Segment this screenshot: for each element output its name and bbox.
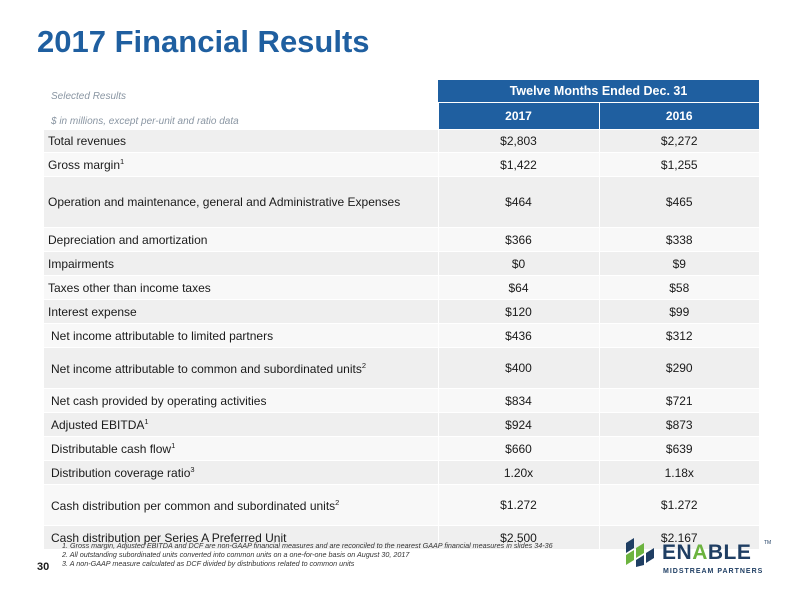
- value-2017: $400: [437, 347, 599, 389]
- table-row: Depreciation and amortization $366 $338: [44, 227, 759, 252]
- row-label: Total revenues: [44, 129, 438, 153]
- row-label: Interest expense: [44, 299, 438, 324]
- enable-wordmark: ENABLE: [662, 541, 752, 564]
- enable-logo-mark-icon: [626, 538, 654, 567]
- value-2016: $338: [598, 227, 759, 252]
- table-year-header-row: $ in millions, except per-unit and ratio…: [44, 102, 759, 130]
- row-label: Net cash provided by operating activitie…: [44, 388, 438, 413]
- value-2017: $64: [437, 275, 599, 300]
- value-2016: $312: [598, 323, 759, 348]
- value-2017: $924: [437, 412, 599, 437]
- page-title: 2017 Financial Results: [37, 24, 370, 59]
- row-label: Adjusted EBITDA1: [44, 412, 438, 437]
- footnote-ref: 2: [361, 360, 367, 370]
- footnote-ref: 1: [120, 157, 125, 166]
- page-number: 30: [37, 561, 50, 573]
- footnote-ref: 1: [171, 441, 176, 450]
- value-2016: $290: [598, 347, 759, 389]
- value-2016: $465: [598, 176, 759, 228]
- row-label: Gross margin1: [44, 152, 438, 177]
- value-2017: $120: [437, 299, 599, 324]
- row-label: Distribution coverage ratio3: [44, 460, 438, 485]
- row-label: Operation and maintenance, general and A…: [44, 176, 438, 228]
- table-row: Adjusted EBITDA1 $924 $873: [44, 412, 759, 437]
- row-label: Impairments: [44, 251, 438, 276]
- table-row: Distribution coverage ratio3 1.20x 1.18x: [44, 460, 759, 485]
- table-body: Total revenues $2,803 $2,272 Gross margin1 $…: [44, 129, 759, 549]
- value-2016: $873: [598, 412, 759, 437]
- value-2016: 1.18x: [598, 460, 759, 485]
- table-row: Net income attributable to common and su…: [44, 347, 759, 389]
- value-2017: $2.500: [437, 525, 599, 549]
- value-2017: $660: [437, 436, 599, 461]
- footnote-ref: 2: [335, 497, 340, 507]
- row-label: Taxes other than income taxes: [44, 275, 438, 300]
- value-2017: $1,422: [437, 152, 599, 177]
- row-label: Net income attributable to common and su…: [44, 347, 438, 389]
- value-2017: 1.20x: [437, 460, 599, 485]
- table-row: Interest expense $120 $99: [44, 299, 759, 324]
- row-label: Cash distribution per Series A Preferred…: [44, 525, 438, 549]
- footnote-ref: 1: [144, 417, 149, 426]
- units-note: $ in millions, except per-unit and ratio…: [44, 102, 438, 130]
- footnote-ref: 3: [190, 465, 195, 474]
- financial-results-table: Selected Results Twelve Months Ended Dec…: [44, 79, 759, 549]
- value-2017: $1.272: [437, 484, 599, 526]
- value-2016: $58: [598, 275, 759, 300]
- footnote-2: 2. All outstanding subordinated units co…: [62, 550, 410, 559]
- table-row: Total revenues $2,803 $2,272: [44, 129, 759, 153]
- value-2016: $1.272: [598, 484, 759, 526]
- value-2016: $721: [598, 388, 759, 413]
- table-row: Impairments $0 $9: [44, 251, 759, 276]
- value-2016: $2.167: [598, 525, 759, 549]
- value-2017: $436: [437, 323, 599, 348]
- table-row: Cash distribution per common and subordi…: [44, 484, 759, 526]
- enable-logo: ENABLE TM MIDSTREAM PARTNERS: [624, 537, 774, 581]
- table-row: Taxes other than income taxes $64 $58: [44, 275, 759, 300]
- value-2016: $99: [598, 299, 759, 324]
- year-header-2017: 2017: [437, 102, 599, 130]
- row-label: Cash distribution per common and subordi…: [44, 484, 438, 526]
- footnote-3: 3. A non-GAAP measure calculated as DCF …: [62, 559, 355, 568]
- value-2016: $639: [598, 436, 759, 461]
- row-label: Distributable cash flow1: [44, 436, 438, 461]
- value-2016: $1,255: [598, 152, 759, 177]
- value-2017: $366: [437, 227, 599, 252]
- table-group-header-row: Selected Results Twelve Months Ended Dec…: [44, 79, 759, 103]
- value-2017: $0: [437, 251, 599, 276]
- footnote-1: 1. Gross margin, Adjusted EBITDA and DCF…: [62, 541, 553, 550]
- table-row: Cash distribution per Series A Preferred…: [44, 525, 759, 549]
- period-header: Twelve Months Ended Dec. 31: [438, 79, 759, 103]
- value-2017: $464: [437, 176, 599, 228]
- table-row: Operation and maintenance, general and A…: [44, 176, 759, 228]
- value-2017: $834: [437, 388, 599, 413]
- trademark-mark: TM: [764, 540, 772, 546]
- year-header-2016: 2016: [598, 102, 759, 130]
- table-row: Net income attributable to limited partn…: [44, 323, 759, 348]
- table-row: Gross margin1 $1,422 $1,255: [44, 152, 759, 177]
- row-label: Depreciation and amortization: [44, 227, 438, 252]
- table-row: Distributable cash flow1 $660 $639: [44, 436, 759, 461]
- enable-subtitle: MIDSTREAM PARTNERS: [663, 568, 764, 575]
- value-2016: $2,272: [598, 129, 759, 153]
- footnotes: 1. Gross margin, Adjusted EBITDA and DCF…: [62, 541, 622, 568]
- value-2017: $2,803: [437, 129, 599, 153]
- selected-results-label: Selected Results: [44, 79, 438, 103]
- row-label: Net income attributable to limited partn…: [44, 323, 438, 348]
- value-2016: $9: [598, 251, 759, 276]
- table-row: Net cash provided by operating activitie…: [44, 388, 759, 413]
